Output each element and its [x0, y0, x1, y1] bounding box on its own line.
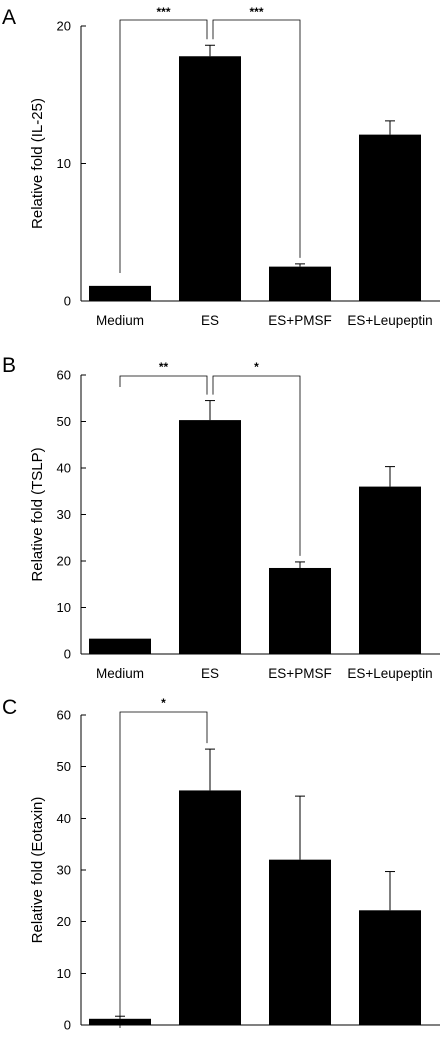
bar-c-3 — [359, 910, 421, 1025]
y-tick-label-c: 0 — [64, 1018, 71, 1033]
y-tick-label-c: 60 — [57, 708, 71, 723]
category-label-b-3: ES+Leupeptin — [347, 666, 432, 681]
bar-a-2 — [269, 266, 331, 301]
category-label-a-2: ES+PMSF — [268, 313, 331, 328]
category-label-b-1: ES — [201, 666, 219, 681]
y-tick-label-c: 10 — [57, 966, 71, 981]
significance-bracket-b-1 — [212, 375, 301, 556]
significance-bracket-a-1 — [212, 19, 301, 258]
significance-label-b-1: * — [254, 360, 259, 374]
category-label-a-3: ES+Leupeptin — [347, 313, 432, 328]
y-tick-label-b: 10 — [57, 600, 71, 615]
category-label-a-0: Medium — [96, 313, 144, 328]
y-tick-label-b: 40 — [57, 461, 71, 476]
category-label-a-1: ES — [201, 313, 219, 328]
significance-bracket-c-0 — [119, 711, 208, 1028]
bar-b-2 — [269, 567, 331, 654]
y-tick-label-a: 10 — [57, 156, 71, 171]
significance-label-b-0: ** — [159, 360, 169, 374]
category-label-b-0: Medium — [96, 666, 144, 681]
y-tick-label-b: 60 — [57, 368, 71, 383]
bar-b-3 — [359, 486, 421, 654]
bar-a-3 — [359, 134, 421, 301]
panel-label-c: C — [2, 696, 17, 719]
category-label-b-2: ES+PMSF — [268, 666, 331, 681]
bar-b-0 — [89, 638, 151, 654]
bar-a-1 — [179, 56, 241, 301]
panel-label-b: B — [2, 354, 16, 377]
significance-bracket-a-0 — [119, 19, 208, 273]
significance-label-c-0: * — [161, 696, 166, 710]
y-axis-label-b: Relative fold (TSLP) — [29, 447, 46, 581]
significance-bracket-b-0 — [119, 375, 208, 395]
y-tick-label-c: 50 — [57, 759, 71, 774]
y-tick-label-b: 30 — [57, 507, 71, 522]
y-tick-label-c: 40 — [57, 811, 71, 826]
y-tick-label-b: 0 — [64, 647, 71, 662]
y-tick-label-b: 50 — [57, 414, 71, 429]
bar-a-0 — [89, 285, 151, 301]
bar-c-1 — [179, 790, 241, 1025]
y-axis-label-c: Relative fold (Eotaxin) — [29, 797, 46, 944]
y-tick-label-c: 30 — [57, 863, 71, 878]
y-axis-label-a: Relative fold (IL-25) — [29, 98, 46, 229]
bar-c-2 — [269, 859, 331, 1025]
significance-label-a-1: *** — [249, 5, 263, 19]
panel-label-a: A — [2, 6, 16, 29]
y-tick-label-a: 20 — [57, 19, 71, 34]
y-tick-label-a: 0 — [64, 294, 71, 309]
bar-b-1 — [179, 420, 241, 654]
y-tick-label-b: 20 — [57, 554, 71, 569]
y-tick-label-c: 20 — [57, 914, 71, 929]
significance-label-a-0: *** — [156, 5, 170, 19]
